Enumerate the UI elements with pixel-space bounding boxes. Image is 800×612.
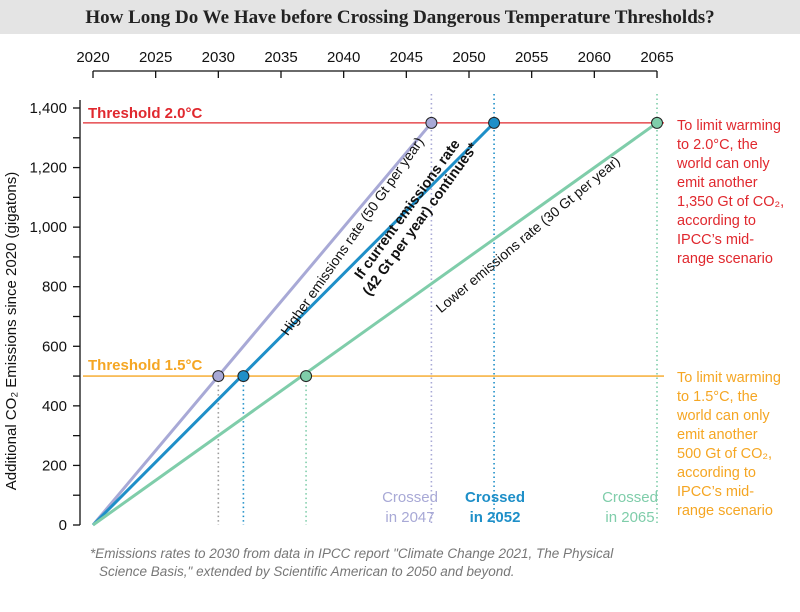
y-tick-label-1200: 1,200 (29, 160, 67, 177)
threshold-note-t15-line-5: 500 Gt of CO₂, (677, 446, 772, 462)
threshold-label-t15: Threshold 1.5°C (88, 357, 203, 374)
crossed-label-lower-2: in 2065 (605, 509, 654, 526)
series-lines (91, 116, 663, 527)
line-label-current-2: (42 Gt per year) continues* (360, 140, 482, 299)
x-tick-label-2025: 2025 (139, 49, 172, 66)
title-band (0, 0, 800, 34)
threshold-note-t20-line-7: IPCC’s mid- (677, 232, 754, 248)
x-tick-label-2040: 2040 (327, 49, 360, 66)
threshold-note-t20-line-1: To limit warming (677, 118, 781, 134)
y-tick-label-800: 800 (42, 279, 67, 296)
threshold-note-t20-line-8: range scenario (677, 251, 773, 267)
threshold-note-t20-line-4: emit another (677, 175, 758, 191)
labels: Threshold 2.0°C Threshold 1.5°C To limit w… (88, 105, 784, 526)
threshold-note-t15-line-1: To limit warming (677, 370, 781, 386)
threshold-note-t20-line-2: to 2.0°C, the (677, 137, 758, 153)
threshold-note-t15-line-6: according to (677, 465, 756, 481)
threshold-label-t20: Threshold 2.0°C (88, 105, 203, 122)
series-line-current (91, 121, 496, 527)
x-tick-label-2035: 2035 (264, 49, 297, 66)
series-line-higher (91, 121, 433, 526)
x-tick-label-2050: 2050 (452, 49, 485, 66)
y-tick-label-1400: 1,400 (29, 100, 67, 117)
footnote-line-1: *Emissions rates to 2030 from data in IP… (90, 546, 614, 561)
series-line-lower (92, 121, 658, 527)
marker-lower-cross_2_0 (651, 116, 663, 129)
crossed-label-current-1: Crossed (465, 489, 525, 506)
y-axis-label: Additional CO₂ Emissions since 2020 (gig… (3, 172, 20, 490)
threshold-note-t15-line-4: emit another (677, 427, 758, 443)
threshold-note-t15-line-3: world can only (676, 408, 770, 424)
threshold-note-t15-line-2: to 1.5°C, the (677, 389, 758, 405)
x-tick-label-2045: 2045 (390, 49, 423, 66)
chart-title: How Long Do We Have before Crossing Dang… (85, 7, 714, 28)
x-tick-label-2030: 2030 (202, 49, 235, 66)
threshold-note-t20-line-6: according to (677, 213, 756, 229)
marker-higher-cross_1_5 (212, 370, 225, 383)
crossed-label-current-2: in 2052 (470, 509, 521, 526)
crossed-label-higher-1: Crossed (382, 489, 438, 506)
x-tick-label-2065: 2065 (640, 49, 673, 66)
x-tick-label-2020: 2020 (76, 49, 109, 66)
threshold-note-t15-line-8: range scenario (677, 503, 773, 519)
crossed-label-lower-1: Crossed (602, 489, 658, 506)
y-tick-label-400: 400 (42, 398, 67, 415)
threshold-lines (83, 122, 664, 377)
marker-current-cross_1_5 (237, 370, 250, 383)
axes: 2020 2025 2030 2035 2040 2045 2050 2055 2060 2065… (29, 49, 673, 534)
y-tick-label-1000: 1,000 (29, 219, 67, 236)
threshold-note-t20-line-3: world can only (676, 156, 770, 172)
threshold-note-t15-line-7: IPCC’s mid- (677, 484, 754, 500)
x-tick-label-2060: 2060 (578, 49, 611, 66)
footnote-line-2: Science Basis," extended by Scientific A… (99, 564, 515, 579)
marker-lower-cross_1_5 (300, 370, 313, 383)
x-tick-label-2055: 2055 (515, 49, 548, 66)
marker-current-cross_2_0 (488, 116, 501, 129)
marker-higher-cross_2_0 (425, 116, 438, 129)
y-tick-label-600: 600 (42, 338, 67, 355)
crossed-label-higher-2: in 2047 (385, 509, 434, 526)
y-tick-label-0: 0 (59, 517, 67, 534)
y-tick-label-200: 200 (42, 457, 67, 474)
threshold-note-t20-line-5: 1,350 Gt of CO₂, (677, 194, 784, 210)
